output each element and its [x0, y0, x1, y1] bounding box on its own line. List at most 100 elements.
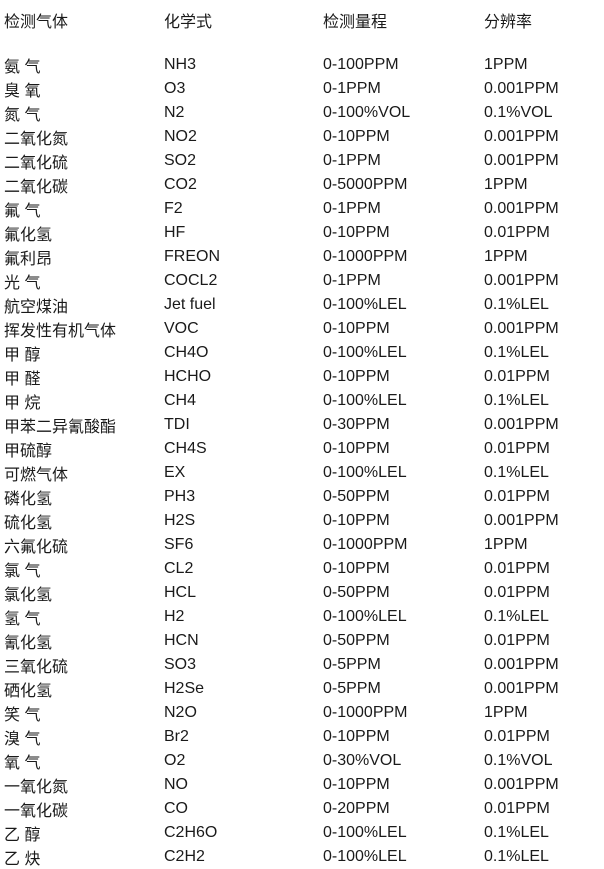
cell-chemical-formula: EX [164, 464, 186, 482]
cell-gas-name: 乙 炔 [4, 851, 41, 869]
cell-resolution: 0.01PPM [484, 560, 550, 578]
cell-detection-range: 0-50PPM [323, 632, 390, 650]
cell-chemical-formula: CO [164, 800, 188, 818]
cell-resolution: 0.1%LEL [484, 824, 549, 842]
cell-chemical-formula: H2 [164, 608, 185, 626]
cell-detection-range: 0-10PPM [323, 440, 390, 458]
cell-detection-range: 0-100%LEL [323, 848, 407, 866]
cell-chemical-formula: N2 [164, 104, 185, 122]
cell-resolution: 0.1%LEL [484, 848, 549, 866]
table-row: 挥发性有机气体 VOC 0-10PPM 0.001PPM [4, 317, 602, 341]
table-row: 可燃气体 EX 0-100%LEL 0.1%LEL [4, 461, 602, 485]
cell-chemical-formula: HCHO [164, 368, 212, 386]
cell-gas-name: 氯 气 [4, 563, 41, 581]
table-row: 一氧化碳 CO 0-20PPM 0.01PPM [4, 797, 602, 821]
cell-resolution: 0.1%LEL [484, 464, 549, 482]
cell-gas-name: 笑 气 [4, 707, 41, 725]
cell-detection-range: 0-1PPM [323, 80, 381, 98]
cell-detection-range: 0-100%LEL [323, 824, 407, 842]
table-row: 航空煤油 Jet fuel 0-100%LEL 0.1%LEL [4, 293, 602, 317]
cell-gas-name: 一氧化碳 [4, 803, 69, 821]
cell-detection-range: 0-100%LEL [323, 392, 407, 410]
cell-detection-range: 0-100%LEL [323, 296, 407, 314]
cell-detection-range: 0-100%LEL [323, 608, 407, 626]
table-row: 氮 气 N2 0-100%VOL 0.1%VOL [4, 101, 602, 125]
cell-gas-name: 氯化氢 [4, 587, 53, 605]
table-row: 二氧化硫 SO2 0-1PPM 0.001PPM [4, 149, 602, 173]
cell-detection-range: 0-10PPM [323, 128, 390, 146]
cell-detection-range: 0-5PPM [323, 656, 381, 674]
table-header-row: 检测气体 化学式 检测量程 分辨率 [4, 8, 602, 32]
cell-chemical-formula: CH4S [164, 440, 207, 458]
cell-chemical-formula: CH4 [164, 392, 197, 410]
cell-chemical-formula: O2 [164, 752, 186, 770]
cell-resolution: 1PPM [484, 536, 528, 554]
cell-chemical-formula: NO [164, 776, 188, 794]
cell-detection-range: 0-10PPM [323, 368, 390, 386]
cell-detection-range: 0-30%VOL [323, 752, 402, 770]
table-row: 氨 气 NH3 0-100PPM 1PPM [4, 53, 602, 77]
table-row: 氟 气 F2 0-1PPM 0.001PPM [4, 197, 602, 221]
table-row: 甲 醇 CH4O 0-100%LEL 0.1%LEL [4, 341, 602, 365]
cell-gas-name: 磷化氢 [4, 491, 53, 509]
cell-gas-name: 溴 气 [4, 731, 41, 749]
cell-resolution: 1PPM [484, 704, 528, 722]
cell-detection-range: 0-5000PPM [323, 176, 408, 194]
cell-resolution: 0.001PPM [484, 272, 559, 290]
cell-chemical-formula: HCN [164, 632, 199, 650]
cell-gas-name: 氰化氢 [4, 635, 53, 653]
cell-gas-name: 氟利昂 [4, 251, 53, 269]
cell-chemical-formula: C2H2 [164, 848, 205, 866]
table-row: 氯化氢 HCL 0-50PPM 0.01PPM [4, 581, 602, 605]
cell-detection-range: 0-100%LEL [323, 344, 407, 362]
cell-chemical-formula: CH4O [164, 344, 209, 362]
cell-detection-range: 0-1PPM [323, 152, 381, 170]
table-row: 甲硫醇 CH4S 0-10PPM 0.01PPM [4, 437, 602, 461]
cell-gas-name: 硒化氢 [4, 683, 53, 701]
table-row: 一氧化氮 NO 0-10PPM 0.001PPM [4, 773, 602, 797]
table-row: 磷化氢 PH3 0-50PPM 0.01PPM [4, 485, 602, 509]
table-row: 甲 醛 HCHO 0-10PPM 0.01PPM [4, 365, 602, 389]
cell-gas-name: 甲 烷 [4, 395, 41, 413]
column-header-chemical-formula: 化学式 [164, 14, 213, 31]
column-header-gas-name: 检测气体 [4, 14, 69, 31]
cell-detection-range: 0-1000PPM [323, 704, 408, 722]
cell-chemical-formula: O3 [164, 80, 186, 98]
cell-gas-name: 氮 气 [4, 107, 41, 125]
cell-gas-name: 二氧化氮 [4, 131, 69, 149]
cell-resolution: 0.001PPM [484, 200, 559, 218]
cell-resolution: 0.1%LEL [484, 392, 549, 410]
cell-gas-name: 甲 醇 [4, 347, 41, 365]
cell-chemical-formula: SO3 [164, 656, 197, 674]
cell-resolution: 0.1%VOL [484, 752, 553, 770]
cell-resolution: 0.1%LEL [484, 344, 549, 362]
cell-chemical-formula: VOC [164, 320, 199, 338]
table-row: 硒化氢 H2Se 0-5PPM 0.001PPM [4, 677, 602, 701]
table-row: 三氧化硫 SO3 0-5PPM 0.001PPM [4, 653, 602, 677]
cell-detection-range: 0-50PPM [323, 488, 390, 506]
table-row: 二氧化氮 NO2 0-10PPM 0.001PPM [4, 125, 602, 149]
table-row: 笑 气 N2O 0-1000PPM 1PPM [4, 701, 602, 725]
cell-chemical-formula: N2O [164, 704, 197, 722]
table-row: 溴 气 Br2 0-10PPM 0.01PPM [4, 725, 602, 749]
cell-resolution: 1PPM [484, 56, 528, 74]
table-row: 甲 烷 CH4 0-100%LEL 0.1%LEL [4, 389, 602, 413]
cell-resolution: 0.001PPM [484, 152, 559, 170]
table-row: 氟化氢 HF 0-10PPM 0.01PPM [4, 221, 602, 245]
cell-detection-range: 0-100%VOL [323, 104, 411, 122]
cell-detection-range: 0-100%LEL [323, 464, 407, 482]
cell-gas-name: 二氧化碳 [4, 179, 69, 197]
cell-chemical-formula: PH3 [164, 488, 196, 506]
cell-detection-range: 0-1PPM [323, 272, 381, 290]
cell-resolution: 0.001PPM [484, 128, 559, 146]
cell-detection-range: 0-10PPM [323, 320, 390, 338]
cell-chemical-formula: HCL [164, 584, 197, 602]
cell-chemical-formula: SF6 [164, 536, 194, 554]
cell-gas-name: 氢 气 [4, 611, 41, 629]
cell-resolution: 0.1%LEL [484, 608, 549, 626]
cell-detection-range: 0-20PPM [323, 800, 390, 818]
cell-gas-name: 甲硫醇 [4, 443, 53, 461]
cell-chemical-formula: COCL2 [164, 272, 218, 290]
cell-chemical-formula: SO2 [164, 152, 197, 170]
cell-resolution: 1PPM [484, 248, 528, 266]
